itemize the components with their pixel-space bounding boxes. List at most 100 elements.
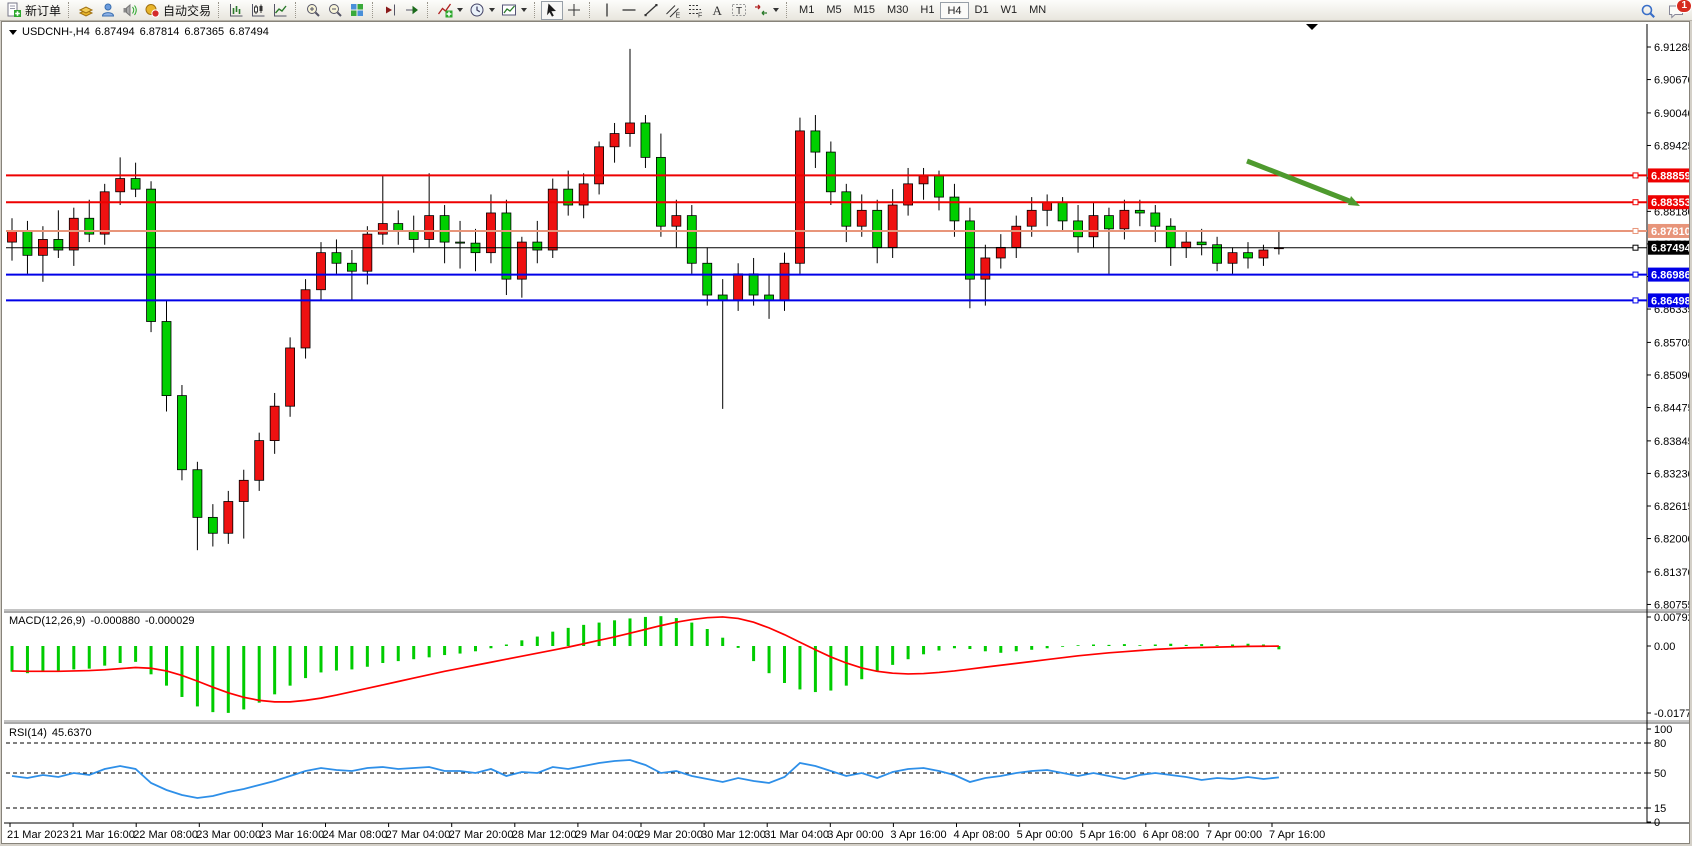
chart-bars-icon xyxy=(230,4,243,17)
candle-body xyxy=(1181,241,1192,248)
hline-price-label: 6.88859 xyxy=(1651,170,1689,182)
hline-button[interactable] xyxy=(618,1,640,20)
timeframe-button-m5[interactable]: M5 xyxy=(826,3,842,16)
candle-body xyxy=(903,183,913,206)
template-icon xyxy=(502,4,517,16)
candle-body xyxy=(300,289,311,349)
hline-anchor[interactable] xyxy=(1632,227,1639,234)
chart-window[interactable]: USDCNH-,H4 6.87494 6.87814 6.87365 6.874… xyxy=(1,21,1690,844)
timeframe-button-h1[interactable]: H1 xyxy=(920,3,935,16)
candle-body xyxy=(656,156,666,227)
candle-body xyxy=(640,122,651,158)
macd-axis-label: 0.007929 xyxy=(1654,612,1689,624)
dropdown-arrow-icon[interactable] xyxy=(773,8,780,12)
hline-price-label: 6.87494 xyxy=(1651,243,1689,255)
price-tick-label: 6.81370 xyxy=(1654,567,1689,579)
text-a-button[interactable]: A xyxy=(706,1,728,20)
search-button[interactable] xyxy=(1637,1,1659,20)
price-tick-label: 6.89425 xyxy=(1654,140,1689,152)
date-tick-label: 6 Apr 08:00 xyxy=(1143,829,1199,841)
template-button[interactable] xyxy=(498,1,530,20)
zoom-in-icon xyxy=(307,4,320,17)
date-tick-label: 7 Apr 16:00 xyxy=(1269,829,1325,841)
trendline-icon xyxy=(644,4,658,17)
dropdown-arrow-icon[interactable] xyxy=(521,8,528,12)
hline-price-label: 6.86498 xyxy=(1651,295,1689,307)
hline-anchor[interactable] xyxy=(1632,271,1639,278)
date-tick-label: 24 Mar 08:00 xyxy=(323,829,388,841)
autoscroll-button[interactable] xyxy=(401,1,423,20)
candle-body xyxy=(856,209,867,227)
hline-anchor[interactable] xyxy=(1632,172,1639,179)
candle-body xyxy=(285,347,296,407)
clock-button[interactable] xyxy=(466,1,498,20)
candle-body xyxy=(594,146,604,185)
macd-signal-line xyxy=(11,616,1279,703)
trendline-button[interactable] xyxy=(640,1,662,20)
hline-anchor[interactable] xyxy=(1632,297,1639,304)
hline-anchor[interactable] xyxy=(1632,199,1639,206)
hline-price-label-bg xyxy=(1648,293,1689,308)
chat-button[interactable]: 1 xyxy=(1665,0,1692,20)
price-tick-label: 6.80755 xyxy=(1654,599,1689,611)
crosshair-button[interactable] xyxy=(563,1,585,20)
hline-price-label-bg xyxy=(1648,240,1689,255)
date-tick-label: 31 Mar 04:00 xyxy=(764,829,829,841)
dropdown-arrow-icon[interactable] xyxy=(489,8,496,12)
indicators-button[interactable] xyxy=(434,1,466,20)
sound-button[interactable] xyxy=(119,1,141,20)
trend-arrow-head[interactable] xyxy=(1348,196,1360,206)
timeframe-button-m15[interactable]: M15 xyxy=(853,3,875,16)
timeframe-button-mn[interactable]: MN xyxy=(1029,3,1047,16)
chart-bars-button[interactable] xyxy=(225,1,247,20)
macd-value-main: -0.000880 xyxy=(90,615,140,627)
candle-body xyxy=(68,217,79,251)
timeframe-button-m1[interactable]: M1 xyxy=(799,3,815,16)
svg-text:T: T xyxy=(736,6,742,17)
channel-button[interactable]: E xyxy=(662,1,684,20)
hline-price-label: 6.87810 xyxy=(1651,226,1689,238)
candle-body xyxy=(1196,241,1207,246)
candle-body xyxy=(22,231,33,256)
candle-body xyxy=(7,231,17,243)
dropdown-arrow-icon[interactable] xyxy=(457,8,464,12)
text-label-button[interactable]: T xyxy=(728,1,750,20)
autotrade-button[interactable]: 自动交易 xyxy=(141,1,214,20)
fibo-button[interactable]: F xyxy=(684,1,706,20)
zoom-out-button[interactable] xyxy=(324,1,346,20)
candle-body xyxy=(501,212,512,280)
toolbar-separator xyxy=(427,2,430,18)
toolbar-separator xyxy=(589,2,592,18)
candle-body xyxy=(1042,201,1053,211)
chart-menu-triangle-icon[interactable] xyxy=(9,29,17,35)
trend-arrow[interactable] xyxy=(1246,158,1353,205)
candle-body xyxy=(486,212,496,254)
new-order-button[interactable]: 新订单 xyxy=(3,1,64,20)
timeframe-button-d1[interactable]: D1 xyxy=(974,3,989,16)
current-bar-marker-icon xyxy=(1306,24,1318,30)
data-window-button[interactable] xyxy=(97,1,119,20)
hline-price-label-bg xyxy=(1648,223,1689,238)
price-tick-label: 6.83845 xyxy=(1654,436,1689,448)
date-tick-label: 21 Mar 2023 xyxy=(7,829,69,841)
shift-button[interactable] xyxy=(379,1,401,20)
price-chart-canvas[interactable]: 6.912856.906706.900406.894256.888106.881… xyxy=(2,22,1689,843)
chart-low: 6.87365 xyxy=(184,26,225,38)
zoom-in-button[interactable] xyxy=(302,1,324,20)
timeframe-button-w1[interactable]: W1 xyxy=(1000,3,1018,16)
market-watch-button[interactable] xyxy=(75,1,97,20)
chart-candles-button[interactable] xyxy=(247,1,269,20)
cursor-button[interactable] xyxy=(541,0,564,20)
hline-anchor[interactable] xyxy=(1632,244,1639,251)
main-toolbar: 新订单 自动交易 E F A T M1 M5 M15 M30 H1 H4 D1 W1 MN xyxy=(0,0,1692,21)
vline-button[interactable] xyxy=(596,1,618,20)
data-window-icon xyxy=(102,3,115,17)
market-watch-icon xyxy=(78,6,94,17)
tiles-button[interactable] xyxy=(346,1,368,20)
timeframe-button-m30[interactable]: M30 xyxy=(887,3,909,16)
timeframe-button-h4[interactable]: H4 xyxy=(940,1,969,19)
arrows-tool-button[interactable] xyxy=(750,1,782,20)
chart-line-button[interactable] xyxy=(269,1,291,20)
price-tick-label: 6.83230 xyxy=(1654,468,1689,480)
